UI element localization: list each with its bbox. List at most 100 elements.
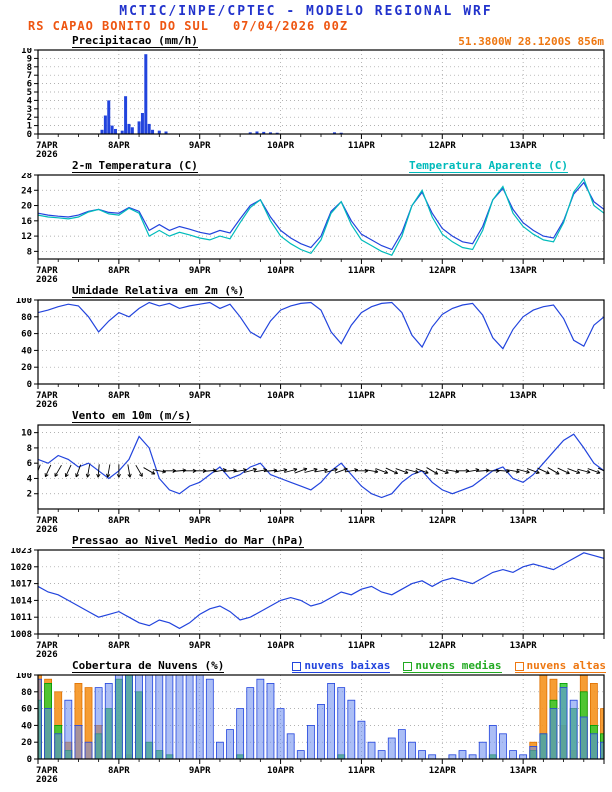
svg-text:7APR: 7APR xyxy=(36,766,58,776)
svg-text:12APR: 12APR xyxy=(429,641,457,651)
svg-text:8APR: 8APR xyxy=(108,766,130,776)
panel-pressure: Pressao ao Nivel Medio do Mar (hPa) 1008… xyxy=(0,535,612,660)
humidity-chart: 0 20 40 60 80 100 7APR 8APR 9APR 10APR 11APR 12APR 1… xyxy=(16,298,605,410)
svg-text:0: 0 xyxy=(27,755,32,765)
svg-text:13APR: 13APR xyxy=(510,266,538,276)
svg-text:13APR: 13APR xyxy=(510,141,538,151)
svg-text:6: 6 xyxy=(27,80,32,90)
panel-cloud-cover: Cobertura de Nuvens (%) nuvens baixas nu… xyxy=(0,660,612,785)
svg-text:12: 12 xyxy=(21,232,32,242)
svg-text:5: 5 xyxy=(27,88,32,98)
svg-text:7APR: 7APR xyxy=(36,266,58,276)
svg-text:8: 8 xyxy=(27,247,32,257)
svg-text:9APR: 9APR xyxy=(189,641,211,651)
mid-clouds-swatch-icon xyxy=(403,661,413,671)
cloud-cover-chart: 0 20 40 60 80 100 7APR 8APR 9APR 10APR 11APR 12APR 1… xyxy=(16,673,605,785)
svg-text:80: 80 xyxy=(21,313,32,323)
panel-humidity-header: Umidade Relativa em 2m (%) xyxy=(0,285,612,298)
panel-wind: Vento em 10m (m/s) 2 4 6 8 10 7APR 8APR 9APR 10A… xyxy=(0,410,612,535)
svg-text:100: 100 xyxy=(16,673,32,681)
svg-text:10: 10 xyxy=(21,429,32,439)
station-header: RS CAPAO BONITO DO SUL 07/04/2026 00Z xyxy=(28,19,612,33)
svg-text:2026: 2026 xyxy=(36,150,58,160)
svg-text:7APR: 7APR xyxy=(36,141,58,151)
svg-text:13APR: 13APR xyxy=(510,766,538,776)
svg-text:4: 4 xyxy=(27,474,33,484)
svg-text:2026: 2026 xyxy=(36,400,58,410)
svg-text:40: 40 xyxy=(21,721,32,731)
panel-temperature-header: 2-m Temperatura (C) Temperatura Aparente… xyxy=(0,160,612,173)
svg-text:12APR: 12APR xyxy=(429,516,457,526)
cloud-legend: nuvens baixas nuvens medias nuvens altas xyxy=(292,660,606,673)
svg-text:13APR: 13APR xyxy=(510,641,538,651)
panel-precipitation-header: Precipitacao (mm/h) 51.3800W 28.1200S 85… xyxy=(0,35,612,48)
panel-humidity: Umidade Relativa em 2m (%) 0 20 40 60 80 100 7… xyxy=(0,285,612,410)
svg-text:9APR: 9APR xyxy=(189,516,211,526)
panel-wind-title: Vento em 10m (m/s) xyxy=(72,409,192,423)
svg-text:12APR: 12APR xyxy=(429,266,457,276)
svg-text:8: 8 xyxy=(27,63,32,73)
svg-text:2026: 2026 xyxy=(36,525,58,535)
svg-text:1011: 1011 xyxy=(10,613,32,623)
legend-item-high-clouds: nuvens altas xyxy=(514,660,606,673)
svg-text:60: 60 xyxy=(21,705,32,715)
panel-pressure-header: Pressao ao Nivel Medio do Mar (hPa) xyxy=(0,535,612,548)
low-clouds-swatch-icon xyxy=(292,661,302,671)
svg-text:10APR: 10APR xyxy=(267,641,295,651)
station-name: RS CAPAO BONITO DO SUL xyxy=(28,19,209,33)
svg-text:1014: 1014 xyxy=(10,596,32,606)
panel-cloud-cover-title: Cobertura de Nuvens (%) xyxy=(72,659,225,673)
svg-text:8APR: 8APR xyxy=(108,266,130,276)
legend-item-mid-clouds: nuvens medias xyxy=(403,660,502,673)
svg-text:11APR: 11APR xyxy=(348,516,376,526)
svg-text:60: 60 xyxy=(21,330,32,340)
svg-text:7: 7 xyxy=(27,71,32,81)
svg-text:7APR: 7APR xyxy=(36,516,58,526)
svg-text:20: 20 xyxy=(21,738,32,748)
svg-text:0: 0 xyxy=(27,380,32,390)
panel-precipitation-title: Precipitacao (mm/h) xyxy=(72,34,198,48)
svg-text:3: 3 xyxy=(27,105,32,115)
svg-text:11APR: 11APR xyxy=(348,141,376,151)
svg-text:2: 2 xyxy=(27,113,32,123)
svg-text:24: 24 xyxy=(21,186,32,196)
svg-text:2026: 2026 xyxy=(36,775,58,785)
svg-text:12APR: 12APR xyxy=(429,141,457,151)
svg-text:8APR: 8APR xyxy=(108,641,130,651)
svg-text:10APR: 10APR xyxy=(267,141,295,151)
wind-chart: 2 4 6 8 10 7APR 8APR 9APR 10APR 11APR 12APR 13APR 20… xyxy=(21,424,605,535)
svg-text:4: 4 xyxy=(27,96,33,106)
svg-text:11APR: 11APR xyxy=(348,391,376,401)
svg-text:7APR: 7APR xyxy=(36,391,58,401)
pressure-chart: 1008 1011 1014 1017 1020 1023 7APR 8APR 9APR 10AP… xyxy=(10,548,605,660)
svg-text:7APR: 7APR xyxy=(36,641,58,651)
svg-text:2026: 2026 xyxy=(36,275,58,285)
temperature-chart: 8 12 16 20 24 28 7APR 8APR 9APR 10APR 11APR 12APR 13… xyxy=(21,173,605,285)
panel-humidity-title: Umidade Relativa em 2m (%) xyxy=(72,284,245,298)
svg-text:1017: 1017 xyxy=(10,580,32,590)
svg-text:8APR: 8APR xyxy=(108,141,130,151)
svg-text:6: 6 xyxy=(27,459,32,469)
svg-text:10APR: 10APR xyxy=(267,266,295,276)
svg-text:10: 10 xyxy=(21,48,32,56)
svg-text:1008: 1008 xyxy=(10,630,32,640)
svg-text:11APR: 11APR xyxy=(348,266,376,276)
svg-text:0: 0 xyxy=(27,130,32,140)
station-coordinates: 51.3800W 28.1200S 856m xyxy=(458,35,604,48)
legend-label-low: nuvens baixas xyxy=(304,659,391,672)
apparent-temperature-label: Temperatura Aparente (C) xyxy=(409,159,568,173)
svg-text:13APR: 13APR xyxy=(510,516,538,526)
svg-text:9APR: 9APR xyxy=(189,266,211,276)
svg-text:9APR: 9APR xyxy=(189,766,211,776)
svg-text:10APR: 10APR xyxy=(267,391,295,401)
high-clouds-swatch-icon xyxy=(514,661,524,671)
svg-text:2: 2 xyxy=(27,490,32,500)
svg-text:80: 80 xyxy=(21,688,32,698)
svg-text:20: 20 xyxy=(21,202,32,212)
svg-text:20: 20 xyxy=(21,363,32,373)
svg-text:10APR: 10APR xyxy=(267,516,295,526)
svg-text:9APR: 9APR xyxy=(189,391,211,401)
svg-text:100: 100 xyxy=(16,298,32,306)
svg-text:11APR: 11APR xyxy=(348,641,376,651)
svg-text:1: 1 xyxy=(27,122,32,132)
